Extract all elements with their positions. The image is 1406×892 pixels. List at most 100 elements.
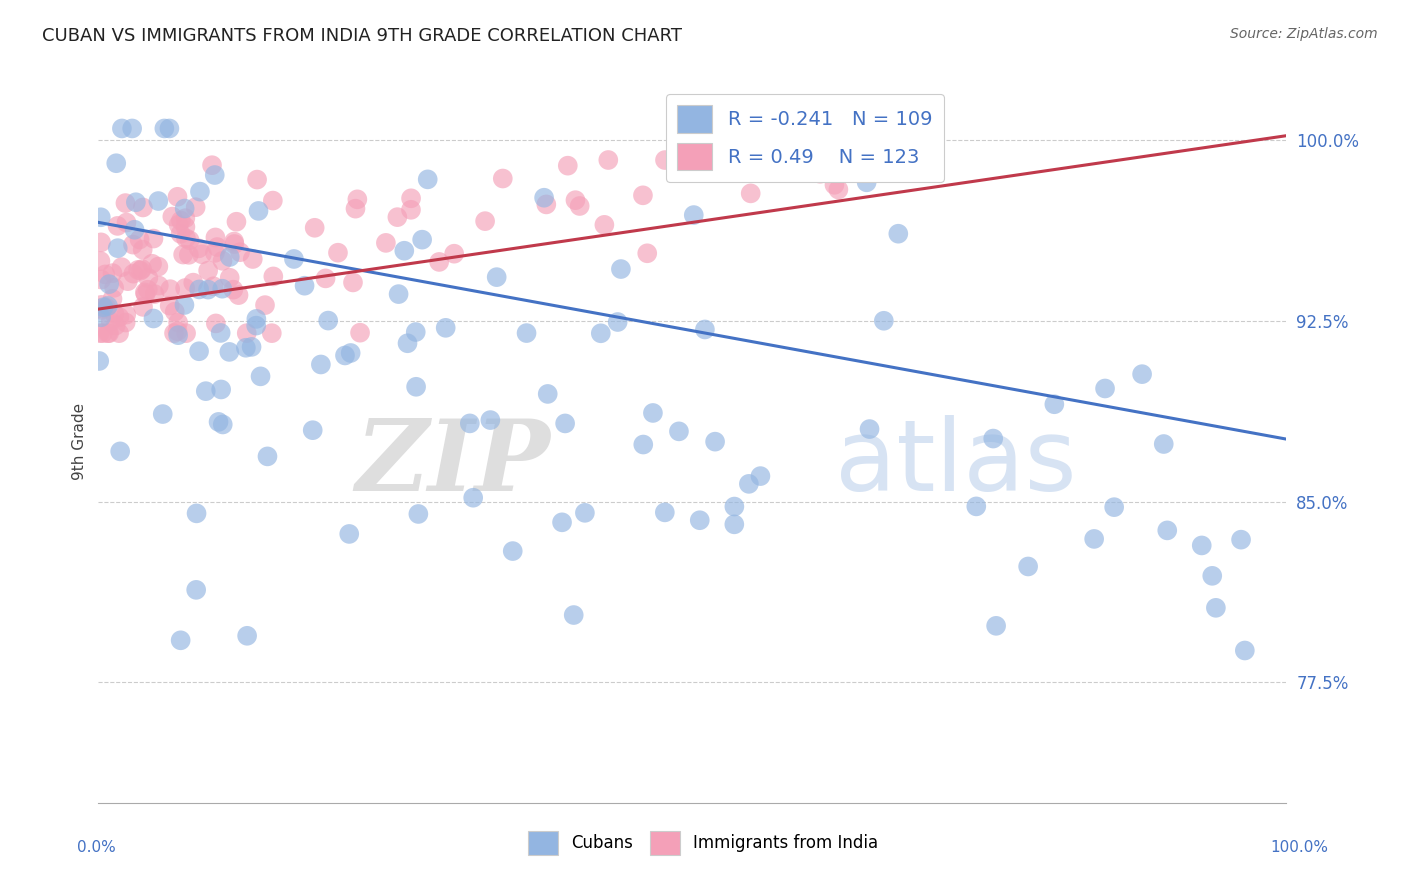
Point bbox=[103, 281, 125, 295]
Point bbox=[825, 121, 848, 136]
Point bbox=[205, 317, 228, 331]
Point bbox=[128, 232, 150, 246]
Point bbox=[173, 202, 195, 216]
Point bbox=[108, 444, 131, 458]
Point bbox=[103, 307, 125, 321]
Point bbox=[564, 193, 586, 207]
Point bbox=[148, 194, 170, 208]
Point bbox=[121, 121, 143, 136]
Point bbox=[179, 233, 201, 247]
Point bbox=[122, 267, 145, 281]
Point bbox=[115, 216, 138, 230]
Point bbox=[260, 326, 283, 340]
Point bbox=[1094, 382, 1116, 396]
Point bbox=[823, 121, 845, 136]
Point bbox=[984, 619, 1007, 633]
Text: Source: ZipAtlas.com: Source: ZipAtlas.com bbox=[1230, 27, 1378, 41]
Text: CUBAN VS IMMIGRANTS FROM INDIA 9TH GRADE CORRELATION CHART: CUBAN VS IMMIGRANTS FROM INDIA 9TH GRADE… bbox=[42, 27, 682, 45]
Point bbox=[224, 237, 246, 252]
Point bbox=[463, 491, 485, 505]
Point bbox=[304, 220, 326, 235]
Point bbox=[135, 287, 157, 301]
Point bbox=[887, 227, 910, 241]
Point bbox=[132, 300, 155, 314]
Point bbox=[90, 302, 112, 317]
Point bbox=[162, 210, 184, 224]
Point bbox=[163, 304, 186, 318]
Point bbox=[474, 214, 496, 228]
Point bbox=[416, 172, 439, 186]
Point bbox=[87, 301, 110, 316]
Point bbox=[111, 121, 134, 136]
Point bbox=[1153, 437, 1175, 451]
Point bbox=[107, 241, 129, 255]
Point bbox=[568, 199, 591, 213]
Point bbox=[89, 354, 111, 368]
Point bbox=[399, 191, 422, 205]
Point bbox=[169, 633, 191, 648]
Point bbox=[163, 326, 186, 340]
Point bbox=[516, 326, 538, 340]
Point bbox=[668, 425, 690, 439]
Point bbox=[101, 266, 124, 280]
Point bbox=[186, 582, 208, 597]
Point bbox=[205, 240, 228, 254]
Point bbox=[228, 288, 250, 302]
Point bbox=[166, 324, 188, 338]
Point bbox=[349, 326, 371, 340]
Point bbox=[169, 227, 191, 241]
Point bbox=[191, 247, 214, 261]
Point bbox=[589, 326, 612, 341]
Point bbox=[89, 326, 111, 340]
Point bbox=[115, 308, 138, 322]
Point bbox=[316, 313, 339, 327]
Point bbox=[122, 237, 145, 252]
Point bbox=[94, 268, 117, 282]
Point bbox=[202, 279, 225, 293]
Point bbox=[218, 345, 240, 359]
Point bbox=[186, 507, 208, 521]
Point bbox=[636, 246, 658, 260]
Point bbox=[492, 171, 515, 186]
Text: atlas: atlas bbox=[835, 415, 1077, 512]
Point bbox=[1102, 500, 1125, 515]
Point bbox=[90, 211, 112, 225]
Point bbox=[533, 191, 555, 205]
Point bbox=[184, 200, 207, 214]
Point bbox=[222, 283, 245, 297]
Point bbox=[339, 346, 361, 360]
Point bbox=[204, 168, 226, 182]
Point bbox=[211, 417, 233, 432]
Point bbox=[551, 516, 574, 530]
Point bbox=[247, 203, 270, 218]
Point bbox=[93, 301, 115, 315]
Point bbox=[166, 190, 188, 204]
Point bbox=[134, 285, 156, 300]
Point bbox=[194, 384, 217, 399]
Legend: R = -0.241   N = 109, R = 0.49    N = 123: R = -0.241 N = 109, R = 0.49 N = 123 bbox=[665, 94, 943, 182]
Point bbox=[253, 298, 276, 312]
Point bbox=[1201, 569, 1223, 583]
Point bbox=[90, 272, 112, 286]
Point bbox=[654, 153, 676, 167]
Point bbox=[827, 182, 849, 196]
Point bbox=[641, 406, 664, 420]
Point bbox=[174, 326, 197, 340]
Point bbox=[855, 175, 877, 189]
Point bbox=[808, 167, 831, 181]
Point bbox=[851, 136, 873, 150]
Point bbox=[405, 325, 427, 339]
Point bbox=[405, 380, 427, 394]
Point bbox=[204, 230, 226, 244]
Point bbox=[188, 282, 211, 296]
Point bbox=[235, 341, 257, 355]
Point bbox=[408, 507, 430, 521]
Point bbox=[89, 254, 111, 268]
Point bbox=[117, 274, 139, 288]
Point bbox=[211, 253, 233, 268]
Point bbox=[142, 311, 165, 326]
Point bbox=[174, 281, 197, 295]
Point bbox=[256, 450, 278, 464]
Point bbox=[301, 423, 323, 437]
Point bbox=[858, 422, 880, 436]
